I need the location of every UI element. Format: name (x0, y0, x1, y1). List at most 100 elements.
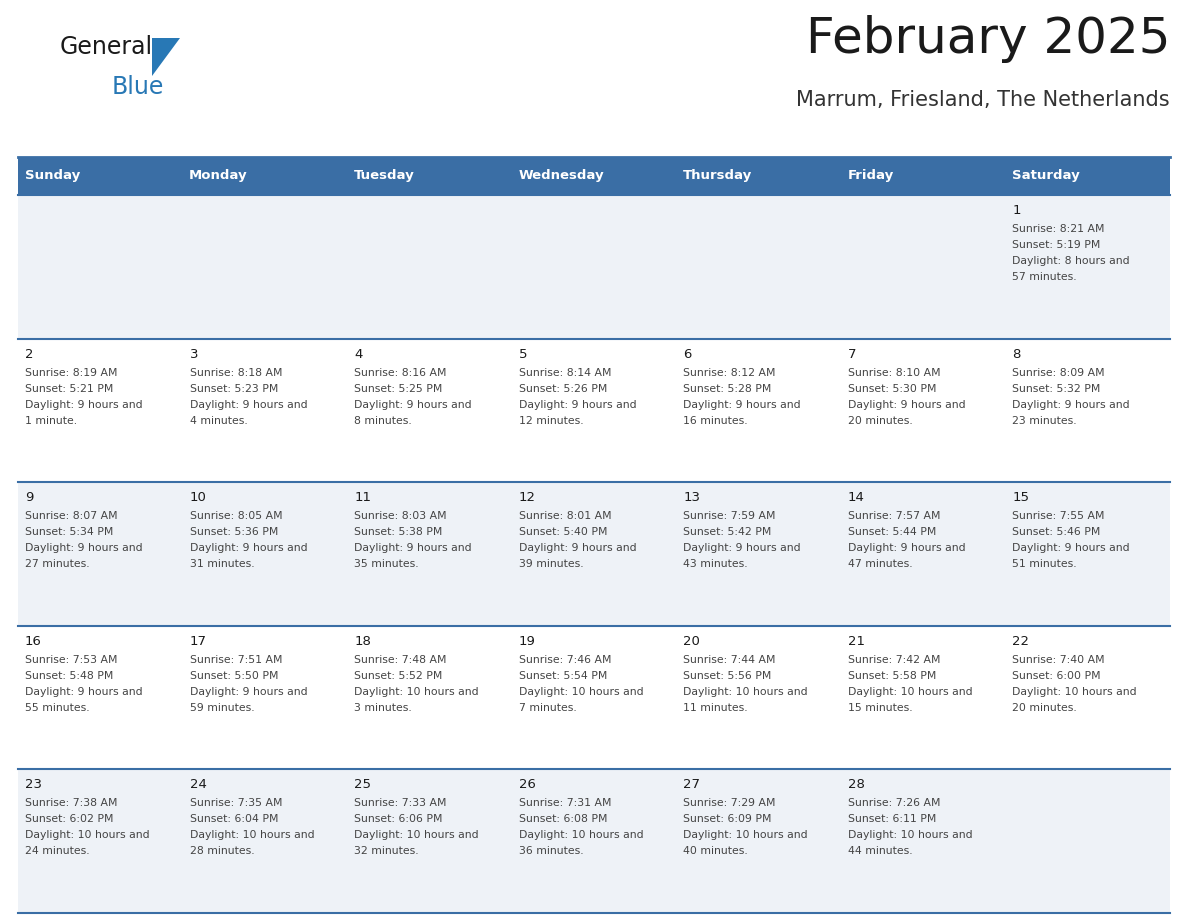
Text: 20: 20 (683, 635, 700, 648)
Text: 27: 27 (683, 778, 700, 791)
Text: Sunrise: 8:05 AM: Sunrise: 8:05 AM (190, 511, 283, 521)
Bar (183, 157, 347, 195)
Bar (18, 626, 183, 769)
Text: 1: 1 (1012, 204, 1020, 217)
Text: Sunrise: 7:26 AM: Sunrise: 7:26 AM (848, 799, 941, 809)
Text: Sunrise: 7:51 AM: Sunrise: 7:51 AM (190, 655, 282, 665)
Text: Sunrise: 8:10 AM: Sunrise: 8:10 AM (848, 367, 941, 377)
Text: 4 minutes.: 4 minutes. (190, 416, 247, 426)
Text: 27 minutes.: 27 minutes. (25, 559, 89, 569)
Text: Sunset: 5:28 PM: Sunset: 5:28 PM (683, 384, 772, 394)
Text: 28 minutes.: 28 minutes. (190, 846, 254, 856)
Text: Daylight: 9 hours and: Daylight: 9 hours and (25, 687, 143, 697)
Text: Daylight: 9 hours and: Daylight: 9 hours and (848, 399, 966, 409)
Text: Daylight: 10 hours and: Daylight: 10 hours and (683, 687, 808, 697)
Text: Daylight: 9 hours and: Daylight: 9 hours and (354, 399, 472, 409)
Bar (18, 482, 183, 626)
Text: Daylight: 9 hours and: Daylight: 9 hours and (25, 399, 143, 409)
Text: 23 minutes.: 23 minutes. (1012, 416, 1078, 426)
Polygon shape (152, 38, 181, 76)
Text: Daylight: 10 hours and: Daylight: 10 hours and (354, 831, 479, 840)
Text: Daylight: 10 hours and: Daylight: 10 hours and (1012, 687, 1137, 697)
Text: Sunset: 5:32 PM: Sunset: 5:32 PM (1012, 384, 1101, 394)
Text: Sunset: 6:06 PM: Sunset: 6:06 PM (354, 814, 443, 824)
Bar (18, 157, 183, 195)
Text: 59 minutes.: 59 minutes. (190, 703, 254, 712)
Bar (347, 157, 512, 195)
Text: 8 minutes.: 8 minutes. (354, 416, 412, 426)
Text: Sunrise: 8:19 AM: Sunrise: 8:19 AM (25, 367, 118, 377)
Text: 6: 6 (683, 348, 691, 361)
Bar (676, 626, 841, 769)
Text: 10: 10 (190, 491, 207, 504)
Text: 23: 23 (25, 778, 42, 791)
Bar (841, 482, 1005, 626)
Text: 18: 18 (354, 635, 371, 648)
Text: Daylight: 9 hours and: Daylight: 9 hours and (519, 543, 637, 554)
Bar (1005, 626, 1170, 769)
Text: 44 minutes.: 44 minutes. (848, 846, 912, 856)
Text: Sunset: 5:42 PM: Sunset: 5:42 PM (683, 527, 772, 537)
Text: Daylight: 10 hours and: Daylight: 10 hours and (519, 687, 644, 697)
Text: Sunrise: 8:21 AM: Sunrise: 8:21 AM (1012, 224, 1105, 234)
Text: Blue: Blue (112, 75, 164, 99)
Text: 11: 11 (354, 491, 371, 504)
Text: Sunrise: 7:59 AM: Sunrise: 7:59 AM (683, 511, 776, 521)
Text: 3 minutes.: 3 minutes. (354, 703, 412, 712)
Text: Sunset: 5:38 PM: Sunset: 5:38 PM (354, 527, 442, 537)
Text: 12 minutes.: 12 minutes. (519, 416, 583, 426)
Bar (512, 195, 676, 339)
Text: Sunset: 5:21 PM: Sunset: 5:21 PM (25, 384, 113, 394)
Text: Sunrise: 8:09 AM: Sunrise: 8:09 AM (1012, 367, 1105, 377)
Text: 4: 4 (354, 348, 362, 361)
Bar (676, 195, 841, 339)
Text: Sunset: 5:56 PM: Sunset: 5:56 PM (683, 671, 772, 681)
Text: Daylight: 10 hours and: Daylight: 10 hours and (519, 831, 644, 840)
Text: 55 minutes.: 55 minutes. (25, 703, 89, 712)
Text: Sunset: 5:23 PM: Sunset: 5:23 PM (190, 384, 278, 394)
Text: Daylight: 9 hours and: Daylight: 9 hours and (190, 687, 308, 697)
Text: 36 minutes.: 36 minutes. (519, 846, 583, 856)
Text: 17: 17 (190, 635, 207, 648)
Bar (1005, 482, 1170, 626)
Text: 9: 9 (25, 491, 33, 504)
Text: 39 minutes.: 39 minutes. (519, 559, 583, 569)
Text: Thursday: Thursday (683, 170, 752, 183)
Text: Sunset: 5:36 PM: Sunset: 5:36 PM (190, 527, 278, 537)
Text: Daylight: 9 hours and: Daylight: 9 hours and (683, 543, 801, 554)
Bar (18, 195, 183, 339)
Text: Sunrise: 7:33 AM: Sunrise: 7:33 AM (354, 799, 447, 809)
Text: Sunrise: 7:35 AM: Sunrise: 7:35 AM (190, 799, 282, 809)
Text: 13: 13 (683, 491, 700, 504)
Text: Sunrise: 8:18 AM: Sunrise: 8:18 AM (190, 367, 282, 377)
Bar (183, 769, 347, 913)
Bar (1005, 157, 1170, 195)
Text: Daylight: 9 hours and: Daylight: 9 hours and (190, 399, 308, 409)
Text: Sunrise: 8:03 AM: Sunrise: 8:03 AM (354, 511, 447, 521)
Text: Sunrise: 7:44 AM: Sunrise: 7:44 AM (683, 655, 776, 665)
Text: Sunset: 5:30 PM: Sunset: 5:30 PM (848, 384, 936, 394)
Text: 21: 21 (848, 635, 865, 648)
Text: Sunrise: 8:01 AM: Sunrise: 8:01 AM (519, 511, 612, 521)
Bar (183, 339, 347, 482)
Bar (183, 195, 347, 339)
Text: Sunrise: 7:57 AM: Sunrise: 7:57 AM (848, 511, 941, 521)
Text: 20 minutes.: 20 minutes. (1012, 703, 1078, 712)
Bar (347, 339, 512, 482)
Text: Daylight: 9 hours and: Daylight: 9 hours and (519, 399, 637, 409)
Text: 40 minutes.: 40 minutes. (683, 846, 748, 856)
Bar (841, 157, 1005, 195)
Text: Sunset: 5:40 PM: Sunset: 5:40 PM (519, 527, 607, 537)
Text: 26: 26 (519, 778, 536, 791)
Text: 1 minute.: 1 minute. (25, 416, 77, 426)
Text: 7: 7 (848, 348, 857, 361)
Text: Sunset: 5:34 PM: Sunset: 5:34 PM (25, 527, 113, 537)
Text: Sunset: 6:09 PM: Sunset: 6:09 PM (683, 814, 772, 824)
Text: 16 minutes.: 16 minutes. (683, 416, 748, 426)
Text: Daylight: 9 hours and: Daylight: 9 hours and (354, 543, 472, 554)
Text: Marrum, Friesland, The Netherlands: Marrum, Friesland, The Netherlands (796, 90, 1170, 110)
Text: 14: 14 (848, 491, 865, 504)
Text: 12: 12 (519, 491, 536, 504)
Text: Saturday: Saturday (1012, 170, 1080, 183)
Text: 31 minutes.: 31 minutes. (190, 559, 254, 569)
